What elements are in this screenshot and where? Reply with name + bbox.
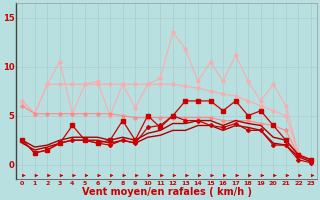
X-axis label: Vent moyen/en rafales ( km/h ): Vent moyen/en rafales ( km/h ) bbox=[82, 187, 252, 197]
